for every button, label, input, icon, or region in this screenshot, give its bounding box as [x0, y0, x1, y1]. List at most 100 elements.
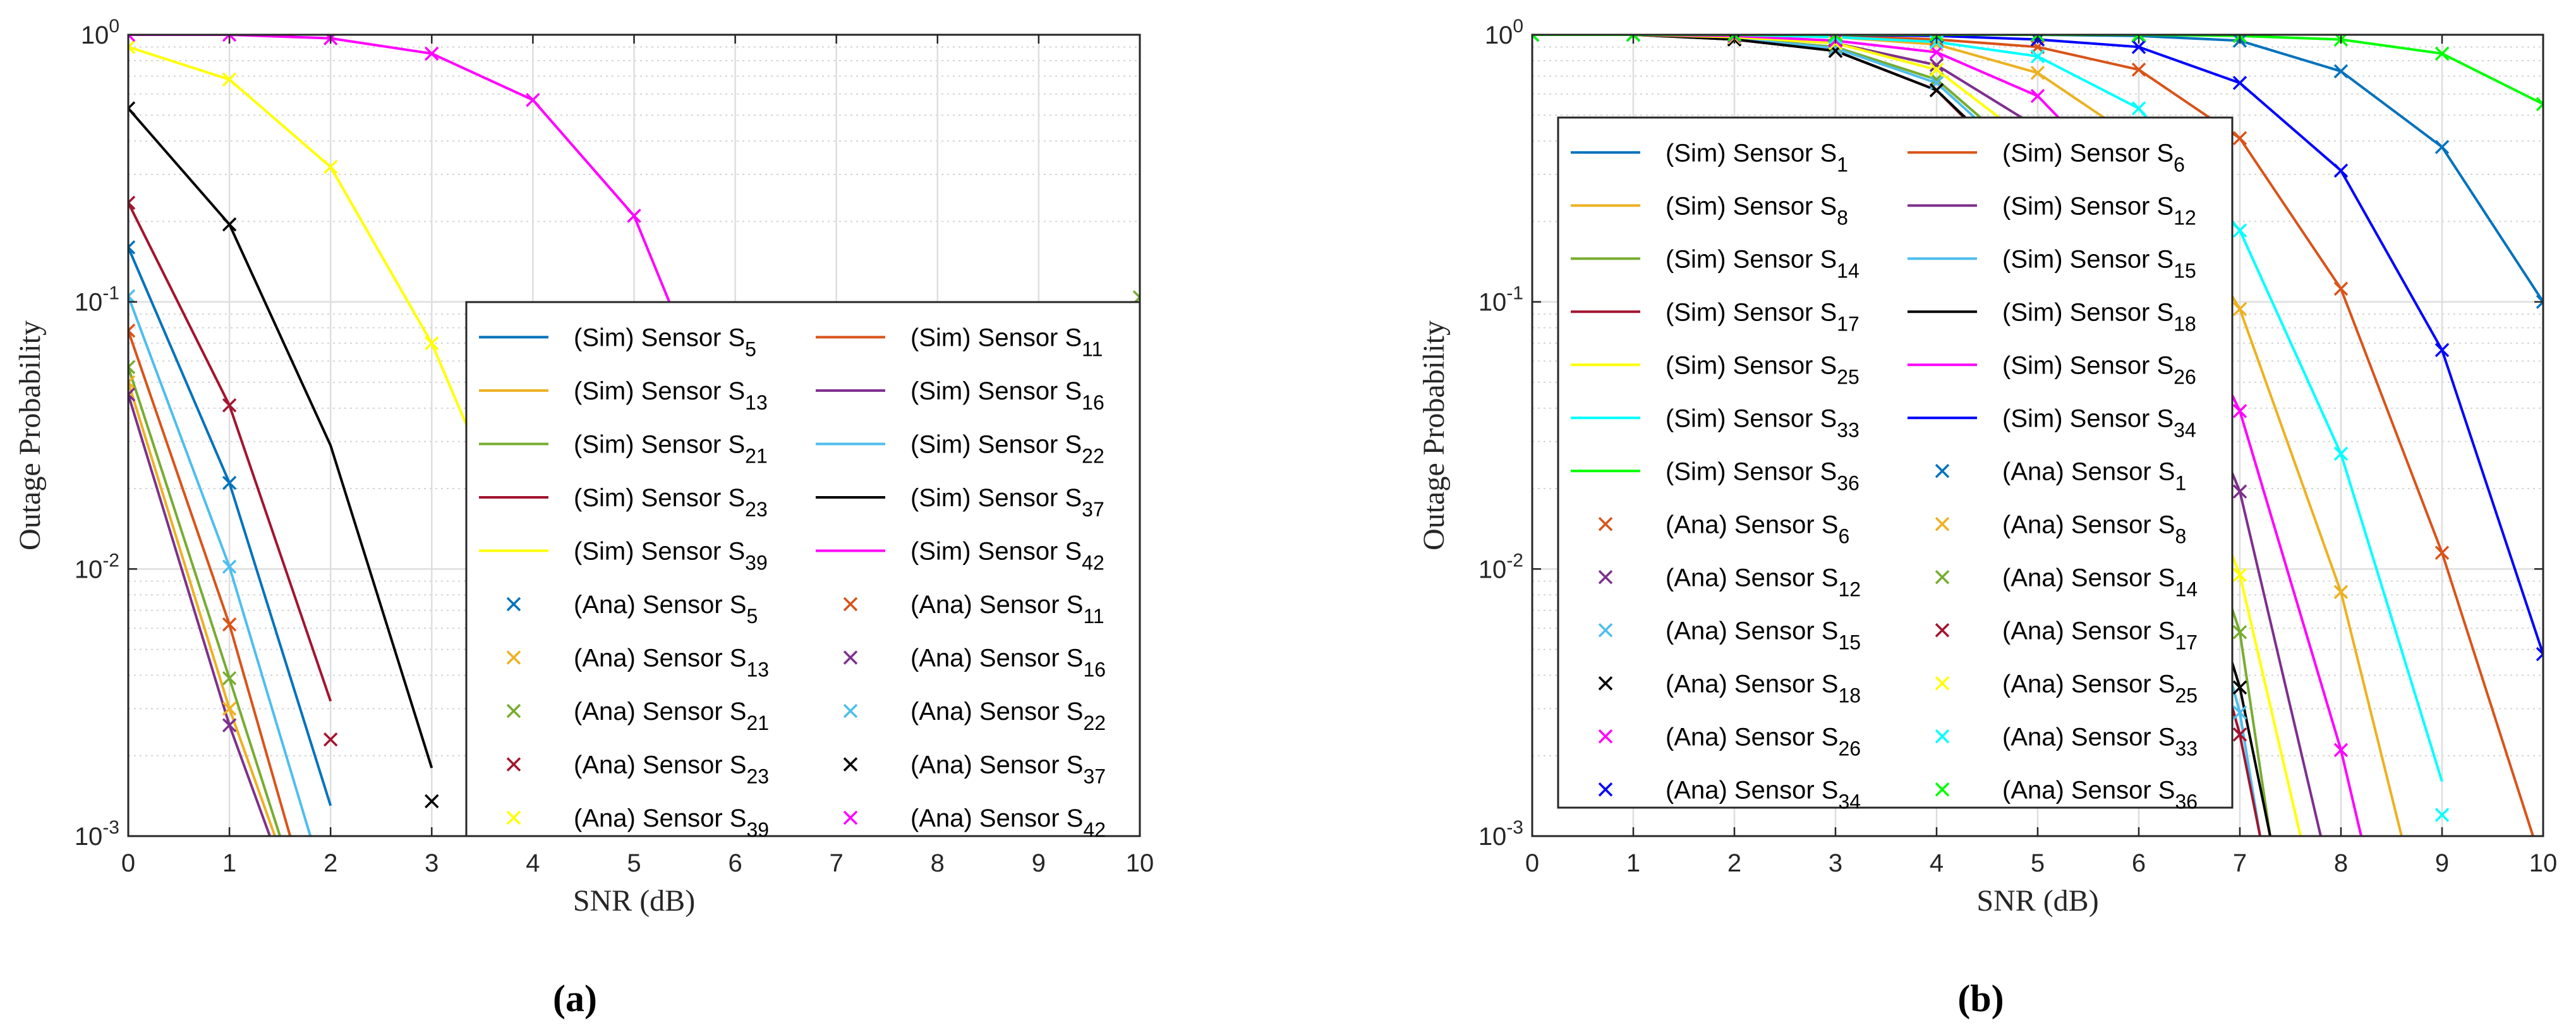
legend-label: (Ana) Sensor S13: [574, 644, 769, 681]
y-tick-label: 10-2: [1478, 550, 1523, 583]
legend-item: (Sim) Sensor S36: [1571, 458, 1859, 494]
y-tick-label: 10-3: [1478, 817, 1523, 851]
legend-item: (Sim) Sensor S23: [479, 484, 768, 521]
y-tick-label: 10-2: [75, 550, 119, 583]
data-point-21: [128, 360, 136, 375]
legend-label: (Ana) Sensor S21: [574, 698, 769, 734]
legend-item: (Sim) Sensor S18: [1908, 298, 2196, 335]
x-tick-label: 5: [2031, 849, 2045, 877]
legend-item: (Sim) Sensor S14: [1571, 245, 1859, 282]
data-point-5: [222, 475, 237, 490]
legend-label: (Sim) Sensor S14: [1666, 245, 1859, 282]
legend-label: (Ana) Sensor S14: [2002, 564, 2198, 600]
data-point-6: [2333, 281, 2349, 296]
legend-marker-sample: [1598, 676, 1613, 691]
legend-item: (Sim) Sensor S17: [1571, 298, 1859, 335]
data-point-6: [2434, 545, 2450, 560]
legend-label: (Ana) Sensor S22: [910, 698, 1106, 734]
series-line-8: [1532, 35, 2403, 836]
legend-label: (Ana) Sensor S17: [2002, 617, 2198, 653]
data-point-42: [425, 46, 439, 61]
data-point-23: [323, 732, 338, 747]
data-point-23: [222, 398, 237, 413]
legend-label: (Sim) Sensor S39: [574, 537, 768, 574]
legend-marker-sample: [1935, 729, 1950, 744]
data-point-42: [627, 209, 641, 223]
data-point-18: [1929, 83, 1944, 97]
data-point-37: [222, 217, 237, 232]
legend-item: (Ana) Sensor S25: [1935, 670, 2198, 707]
data-point-36: [1727, 35, 1742, 42]
data-point-12: [2232, 484, 2247, 499]
legend-item: (Sim) Sensor S37: [816, 484, 1104, 521]
x-tick-label: 2: [1727, 849, 1741, 877]
legend-item: (Ana) Sensor S39: [506, 804, 769, 841]
x-tick-label: 1: [222, 849, 236, 877]
legend-item: (Sim) Sensor S25: [1571, 351, 1859, 388]
legend-marker-sample: [1598, 782, 1613, 797]
x-tick-label: 7: [830, 849, 844, 877]
legend-item: (Ana) Sensor S6: [1598, 511, 1849, 547]
legend-marker-sample: [1935, 464, 1950, 478]
x-tick-label: 6: [2132, 849, 2146, 877]
legend-label: (Ana) Sensor S33: [2002, 723, 2198, 760]
legend-item: (Ana) Sensor S13: [506, 644, 769, 681]
legend-marker-sample: [843, 703, 858, 719]
legend-item: (Ana) Sensor S42: [843, 804, 1106, 841]
data-point-34: [2434, 343, 2450, 358]
data-point-33: [2232, 223, 2247, 238]
y-axis-label: Outage Probability: [1417, 320, 1451, 550]
data-point-26: [1929, 45, 1944, 59]
series-line-36: [1532, 35, 2543, 106]
legend-marker-sample: [1935, 570, 1950, 585]
data-point-34: [2131, 40, 2146, 54]
data-point-33: [2434, 808, 2450, 822]
legend-label: (Ana) Sensor S26: [1666, 723, 1861, 760]
data-point-26: [2030, 88, 2045, 104]
data-point-36: [2030, 35, 2045, 42]
legend-item: (Sim) Sensor S5: [479, 324, 756, 360]
data-point-22: [222, 559, 237, 574]
legend-label: (Sim) Sensor S33: [1666, 404, 1859, 441]
legend-label: (Ana) Sensor S1: [2002, 458, 2186, 494]
legend-marker-sample: [843, 597, 858, 612]
data-point-14: [2232, 625, 2247, 640]
legend-label: (Ana) Sensor S37: [910, 751, 1106, 787]
legend-label: (Sim) Sensor S36: [1666, 458, 1859, 494]
legend-label: (Sim) Sensor S16: [910, 377, 1104, 414]
legend-marker-sample: [1935, 676, 1950, 691]
legend-marker-sample: [1935, 517, 1950, 531]
legend-marker-sample: [1598, 517, 1613, 531]
legend-label: (Ana) Sensor S23: [574, 751, 769, 787]
legend-label: (Sim) Sensor S26: [2002, 351, 2196, 388]
x-tick-label: 9: [1032, 849, 1046, 877]
legend-item: (Sim) Sensor S16: [816, 377, 1104, 414]
legend-item: (Sim) Sensor S8: [1571, 192, 1848, 229]
legend-item: (Ana) Sensor S12: [1598, 564, 1861, 600]
x-tick-label: 7: [2233, 849, 2247, 877]
data-point-36: [1626, 35, 1641, 42]
legend-item: (Sim) Sensor S13: [479, 377, 768, 414]
series-line-33: [1532, 35, 2443, 782]
legend-item: (Ana) Sensor S36: [1935, 776, 2198, 813]
legend-label: (Sim) Sensor S1: [1666, 139, 1848, 176]
data-point-34: [2232, 76, 2247, 90]
legend-item: (Sim) Sensor S21: [479, 430, 768, 467]
data-point-37: [425, 794, 439, 809]
legend-item: (Ana) Sensor S15: [1598, 617, 1861, 653]
y-tick-label: 10-1: [75, 283, 119, 317]
data-point-33: [2333, 446, 2349, 461]
data-point-42: [128, 35, 136, 42]
legend-item: (Sim) Sensor S26: [1908, 351, 2196, 388]
data-point-13: [222, 701, 237, 716]
legend-label: (Sim) Sensor S34: [2002, 404, 2196, 441]
legend-label: (Ana) Sensor S18: [1666, 670, 1861, 707]
data-point-13: [128, 375, 136, 390]
legend-item: (Ana) Sensor S5: [506, 591, 758, 628]
x-tick-label: 8: [2334, 849, 2348, 877]
data-point-36: [1828, 35, 1843, 42]
legend-marker-sample: [506, 703, 521, 719]
legend: (Sim) Sensor S1 (Sim) Sensor S6 (Sim) Sens…: [1557, 116, 2234, 813]
x-tick-label: 8: [931, 849, 945, 877]
